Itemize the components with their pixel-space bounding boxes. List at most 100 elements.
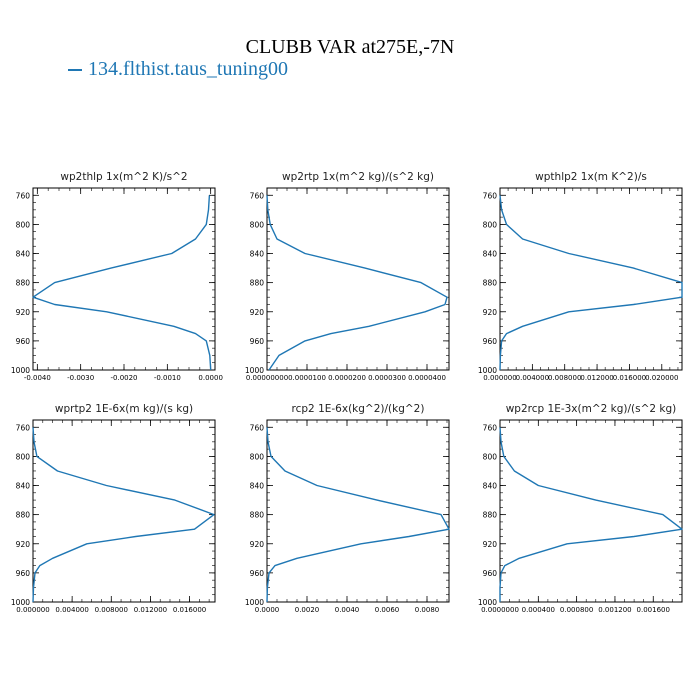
y-tick-label: 920 (16, 308, 31, 317)
y-tick-label: 960 (16, 337, 31, 346)
series-line (266, 195, 448, 371)
x-tick-label: 0.001600 (637, 606, 670, 614)
y-tick-label: 880 (483, 279, 498, 288)
y-tick-label: 760 (483, 423, 498, 432)
subplot-title: wp2rcp 1E-3x(m^2 kg)/(s^2 kg) (506, 403, 677, 415)
y-tick-label: 960 (483, 569, 498, 578)
y-tick-label: 880 (16, 511, 31, 520)
x-tick-label: 0.0000200 (328, 374, 366, 382)
plot-frame (32, 419, 216, 603)
x-tick-label: 0.016000 (613, 374, 646, 382)
x-tick-label: 0.000400 (522, 606, 555, 614)
series-line (499, 427, 683, 602)
subplot-title: wpthlp2 1x(m K^2)/s (535, 171, 647, 183)
x-tick-label: 0.0000100 (288, 374, 326, 382)
y-tick-label: 960 (483, 337, 498, 346)
y-tick-label: 1000 (11, 366, 30, 375)
x-tick-label: 0.0020 (295, 606, 320, 614)
x-tick-label: 0.0040 (335, 606, 360, 614)
x-tick-label: 0.012000 (580, 374, 613, 382)
x-tick-label: 0.000000 (16, 606, 49, 614)
y-tick-label: 880 (250, 279, 265, 288)
y-tick-label: 760 (483, 191, 498, 200)
x-tick-label: 0.0000 (255, 606, 280, 614)
subplot-4: wprtp2 1E-6x(m kg)/(s kg) 760 800 840 880 920… (11, 403, 216, 614)
subplot-2: wp2rtp 1x(m^2 kg)/(s^2 kg) 760 800 840 880 92… (245, 171, 450, 382)
y-tick-label: 800 (250, 452, 265, 461)
y-tick-label: 960 (250, 569, 265, 578)
y-tick-label: 840 (483, 482, 498, 491)
y-tick-label: 800 (250, 220, 265, 229)
x-tick-label: 0.000800 (560, 606, 593, 614)
y-tick-label: 800 (483, 452, 498, 461)
y-tick-label: 920 (250, 540, 265, 549)
x-tick-label: 0.0080 (415, 606, 440, 614)
y-tick-label: 800 (16, 220, 31, 229)
x-tick-label: 0.0000300 (368, 374, 406, 382)
y-tick-label: 960 (16, 569, 31, 578)
y-tick-label: 880 (16, 279, 31, 288)
x-tick-label: -0.0030 (67, 374, 94, 382)
plot-frame (32, 187, 216, 371)
series-line (32, 195, 212, 371)
y-tick-label: 800 (483, 220, 498, 229)
subplot-3: wpthlp2 1x(m K^2)/s 760 800 840 880 920 960 100… (478, 171, 683, 382)
x-tick-label: 0.008000 (95, 606, 128, 614)
x-tick-label: 0.004000 (516, 374, 549, 382)
y-tick-label: 920 (16, 540, 31, 549)
y-tick-label: 1000 (245, 366, 264, 375)
plot-frame (266, 419, 450, 603)
y-tick-label: 760 (16, 191, 31, 200)
y-tick-label: 840 (250, 482, 265, 491)
x-tick-label: 0.0060 (375, 606, 400, 614)
x-tick-label: 0.0000 (198, 374, 223, 382)
y-tick-label: 760 (250, 191, 265, 200)
x-tick-label: 0.00000000 (246, 374, 288, 382)
plot-frame (499, 187, 683, 371)
y-tick-label: 1000 (11, 598, 30, 607)
x-tick-label: 0.000000 (483, 374, 516, 382)
subplot-title: rcp2 1E-6x(kg^2)/(kg^2) (292, 403, 425, 415)
series-line (266, 427, 450, 603)
y-tick-label: 840 (16, 482, 31, 491)
subplot-1: wp2thlp 1x(m^2 K)/s^2 760 800 840 880 920 960 1… (11, 171, 223, 382)
subplot-5: rcp2 1E-6x(kg^2)/(kg^2) 760 800 840 880 920 96… (245, 403, 450, 614)
subplot-6: wp2rcp 1E-3x(m^2 kg)/(s^2 kg) 760 800 840 88… (478, 403, 683, 614)
y-tick-label: 760 (16, 423, 31, 432)
legend-line-swatch (68, 69, 82, 72)
x-tick-label: 0.020000 (645, 374, 678, 382)
y-tick-label: 1000 (478, 366, 497, 375)
y-tick-label: 1000 (245, 598, 264, 607)
x-tick-label: 0.004000 (55, 606, 88, 614)
y-tick-label: 840 (16, 250, 31, 259)
plot-frame (266, 187, 450, 371)
y-tick-label: 840 (250, 250, 265, 259)
x-tick-label: -0.0010 (154, 374, 181, 382)
plot-frame (499, 419, 683, 603)
y-tick-label: 960 (250, 337, 265, 346)
legend-label: 134.flthist.taus_tuning00 (88, 58, 288, 80)
series-line (32, 427, 215, 603)
y-tick-label: 1000 (478, 598, 497, 607)
subplot-title: wp2rtp 1x(m^2 kg)/(s^2 kg) (282, 171, 434, 183)
y-tick-label: 920 (483, 308, 498, 317)
x-tick-label: 0.012000 (134, 606, 167, 614)
y-tick-label: 800 (16, 452, 31, 461)
x-tick-label: -0.0040 (24, 374, 51, 382)
x-tick-label: 0.016000 (173, 606, 206, 614)
y-tick-label: 920 (483, 540, 498, 549)
y-tick-label: 840 (483, 250, 498, 259)
series-line (499, 195, 683, 371)
x-tick-label: 0.008000 (548, 374, 581, 382)
x-tick-label: 0.001200 (598, 606, 631, 614)
y-tick-label: 760 (250, 423, 265, 432)
legend: 134.flthist.taus_tuning00 (68, 58, 288, 81)
x-tick-label: 0.0000000 (481, 606, 519, 614)
y-tick-label: 920 (250, 308, 265, 317)
subplot-title: wp2thlp 1x(m^2 K)/s^2 (60, 171, 187, 183)
x-tick-label: -0.0020 (110, 374, 137, 382)
y-tick-label: 880 (250, 511, 265, 520)
x-tick-label: 0.0000400 (408, 374, 446, 382)
